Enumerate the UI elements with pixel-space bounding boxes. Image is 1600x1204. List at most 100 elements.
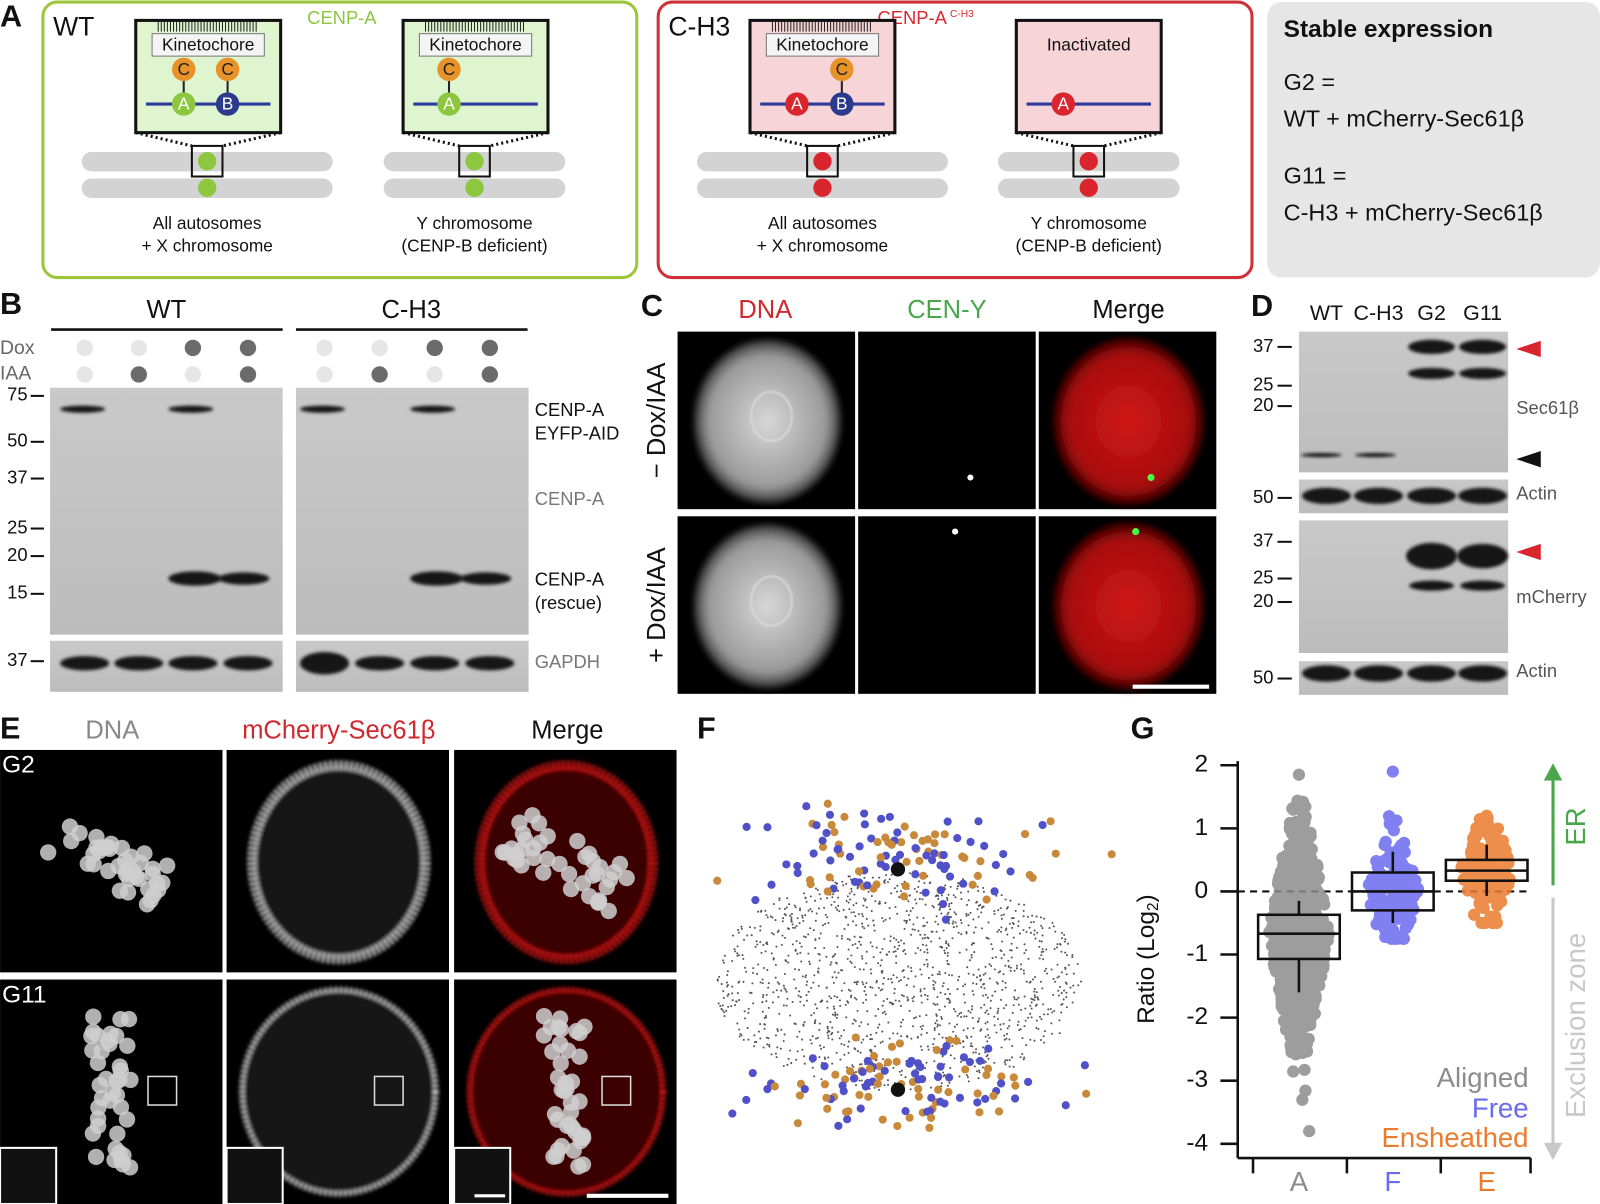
kinetochore-point	[826, 897, 829, 900]
kinetochore-point	[1057, 989, 1060, 992]
zoom-box	[806, 144, 839, 178]
kinetochore-point	[954, 896, 957, 899]
kinetochore-point	[1009, 899, 1012, 902]
kinetochore-point	[943, 949, 946, 952]
kinetochore-point	[861, 915, 864, 918]
kinetochore-point	[972, 1051, 975, 1054]
kinetochore-point	[1038, 940, 1041, 943]
kinetochore-point	[926, 1045, 929, 1048]
kinetochore-point	[772, 903, 775, 906]
kinetochore-sphere	[767, 880, 776, 889]
kinetochore-point	[993, 1015, 996, 1018]
kinetochore-point	[916, 1036, 919, 1039]
kinetochore-point	[755, 1041, 758, 1044]
kinetochore-point	[783, 973, 786, 976]
kinetochore-point	[921, 1024, 924, 1027]
kinetochore-point	[1005, 1004, 1008, 1007]
kinetochore-point	[762, 1046, 765, 1049]
chromosome-blob	[84, 1125, 102, 1142]
kinetochore-point	[903, 927, 906, 930]
kinetochore-point	[977, 915, 980, 918]
chromosome-blob	[551, 1010, 569, 1027]
micrograph	[0, 749, 223, 973]
kinetochore-point	[905, 921, 908, 925]
kinetochore-point	[872, 919, 875, 922]
kinetochore-point	[1004, 964, 1007, 967]
kinetochore-sphere	[895, 1039, 905, 1048]
point	[1276, 941, 1289, 954]
kinetochore-sphere	[885, 812, 894, 821]
kinetochore-point	[908, 918, 911, 921]
kinetochore-sphere	[742, 822, 751, 831]
chromosome-blob	[574, 1156, 592, 1173]
chromosome-blob	[552, 1055, 569, 1072]
inset-header: Kinetochore	[776, 34, 868, 54]
kinetochore-point	[720, 1007, 723, 1010]
kinetochore-sphere	[932, 1045, 941, 1055]
kinetochore-point	[877, 962, 880, 965]
point	[1290, 854, 1303, 867]
kinetochore-point	[1033, 996, 1037, 999]
kinetochore-point	[888, 878, 891, 881]
kinetochore-point	[975, 1070, 978, 1073]
kinetochore-point	[820, 1078, 823, 1081]
kinetochore-sphere	[713, 876, 722, 885]
kinetochore-sphere	[968, 880, 977, 889]
kinetochore-sphere	[891, 855, 900, 864]
kinetochore-point	[825, 986, 828, 989]
kinetochore-sphere	[973, 1089, 982, 1098]
kinetochore-point	[984, 965, 987, 968]
kinetochore-point	[1065, 954, 1068, 957]
kinetochore-point	[753, 1041, 756, 1044]
kinetochore-point	[1029, 980, 1032, 983]
kinetochore-point	[973, 1065, 976, 1068]
kinetochore-point	[1045, 967, 1048, 970]
kinetochore-point	[945, 942, 948, 945]
kinetochore-point	[861, 925, 864, 928]
circle-letter: A	[791, 94, 803, 114]
kinetochore-point	[970, 943, 973, 946]
kinetochore-point	[850, 911, 853, 914]
kinetochore-point	[895, 961, 898, 964]
kinetochore-point	[824, 1057, 827, 1060]
kinetochore-point	[937, 897, 940, 900]
chromosome-blob	[154, 874, 171, 891]
blot-band	[1407, 487, 1457, 505]
blot-band	[1354, 665, 1404, 682]
kinetochore-point	[853, 893, 856, 896]
kinetochore-point	[962, 993, 965, 996]
kinetochore-point	[1038, 1015, 1042, 1018]
point	[1473, 813, 1486, 826]
kinetochore-point	[894, 999, 897, 1002]
kinetochore-point	[962, 1040, 965, 1043]
point	[1488, 845, 1501, 858]
kinetochore-point	[1060, 950, 1063, 953]
kinetochore-point	[980, 1006, 983, 1009]
kinetochore-point	[888, 917, 891, 920]
kinetochore-sphere	[850, 877, 859, 886]
kinetochore-sphere	[980, 841, 989, 851]
kinetochore-point	[1004, 981, 1007, 984]
blot-band	[1408, 367, 1456, 380]
protein-circle	[1051, 92, 1075, 116]
kinetochore-point	[948, 1022, 951, 1025]
kinetochore-point	[790, 912, 793, 915]
kinetochore-point	[932, 1002, 935, 1005]
kinetochore-point	[805, 983, 808, 986]
kinetochore-sphere	[941, 861, 951, 871]
chromosome-blob	[535, 1008, 553, 1025]
treatment-dot	[184, 366, 202, 383]
kinetochore-point	[804, 897, 807, 900]
chromosome-blob	[40, 844, 57, 861]
nucleus	[1053, 522, 1205, 690]
kinetochore-point	[813, 1020, 816, 1024]
kinetochore-point	[957, 931, 960, 934]
kinetochore-point	[786, 1063, 789, 1066]
kinetochore-point	[859, 943, 862, 946]
kinetochore-point	[739, 1032, 742, 1035]
kinetochore-point	[903, 942, 906, 945]
nucleolus	[749, 574, 794, 627]
kinetochore-point	[876, 1026, 880, 1029]
band-label: mCherry	[1516, 586, 1587, 607]
column-header: mCherry-Sec61β	[242, 716, 435, 744]
